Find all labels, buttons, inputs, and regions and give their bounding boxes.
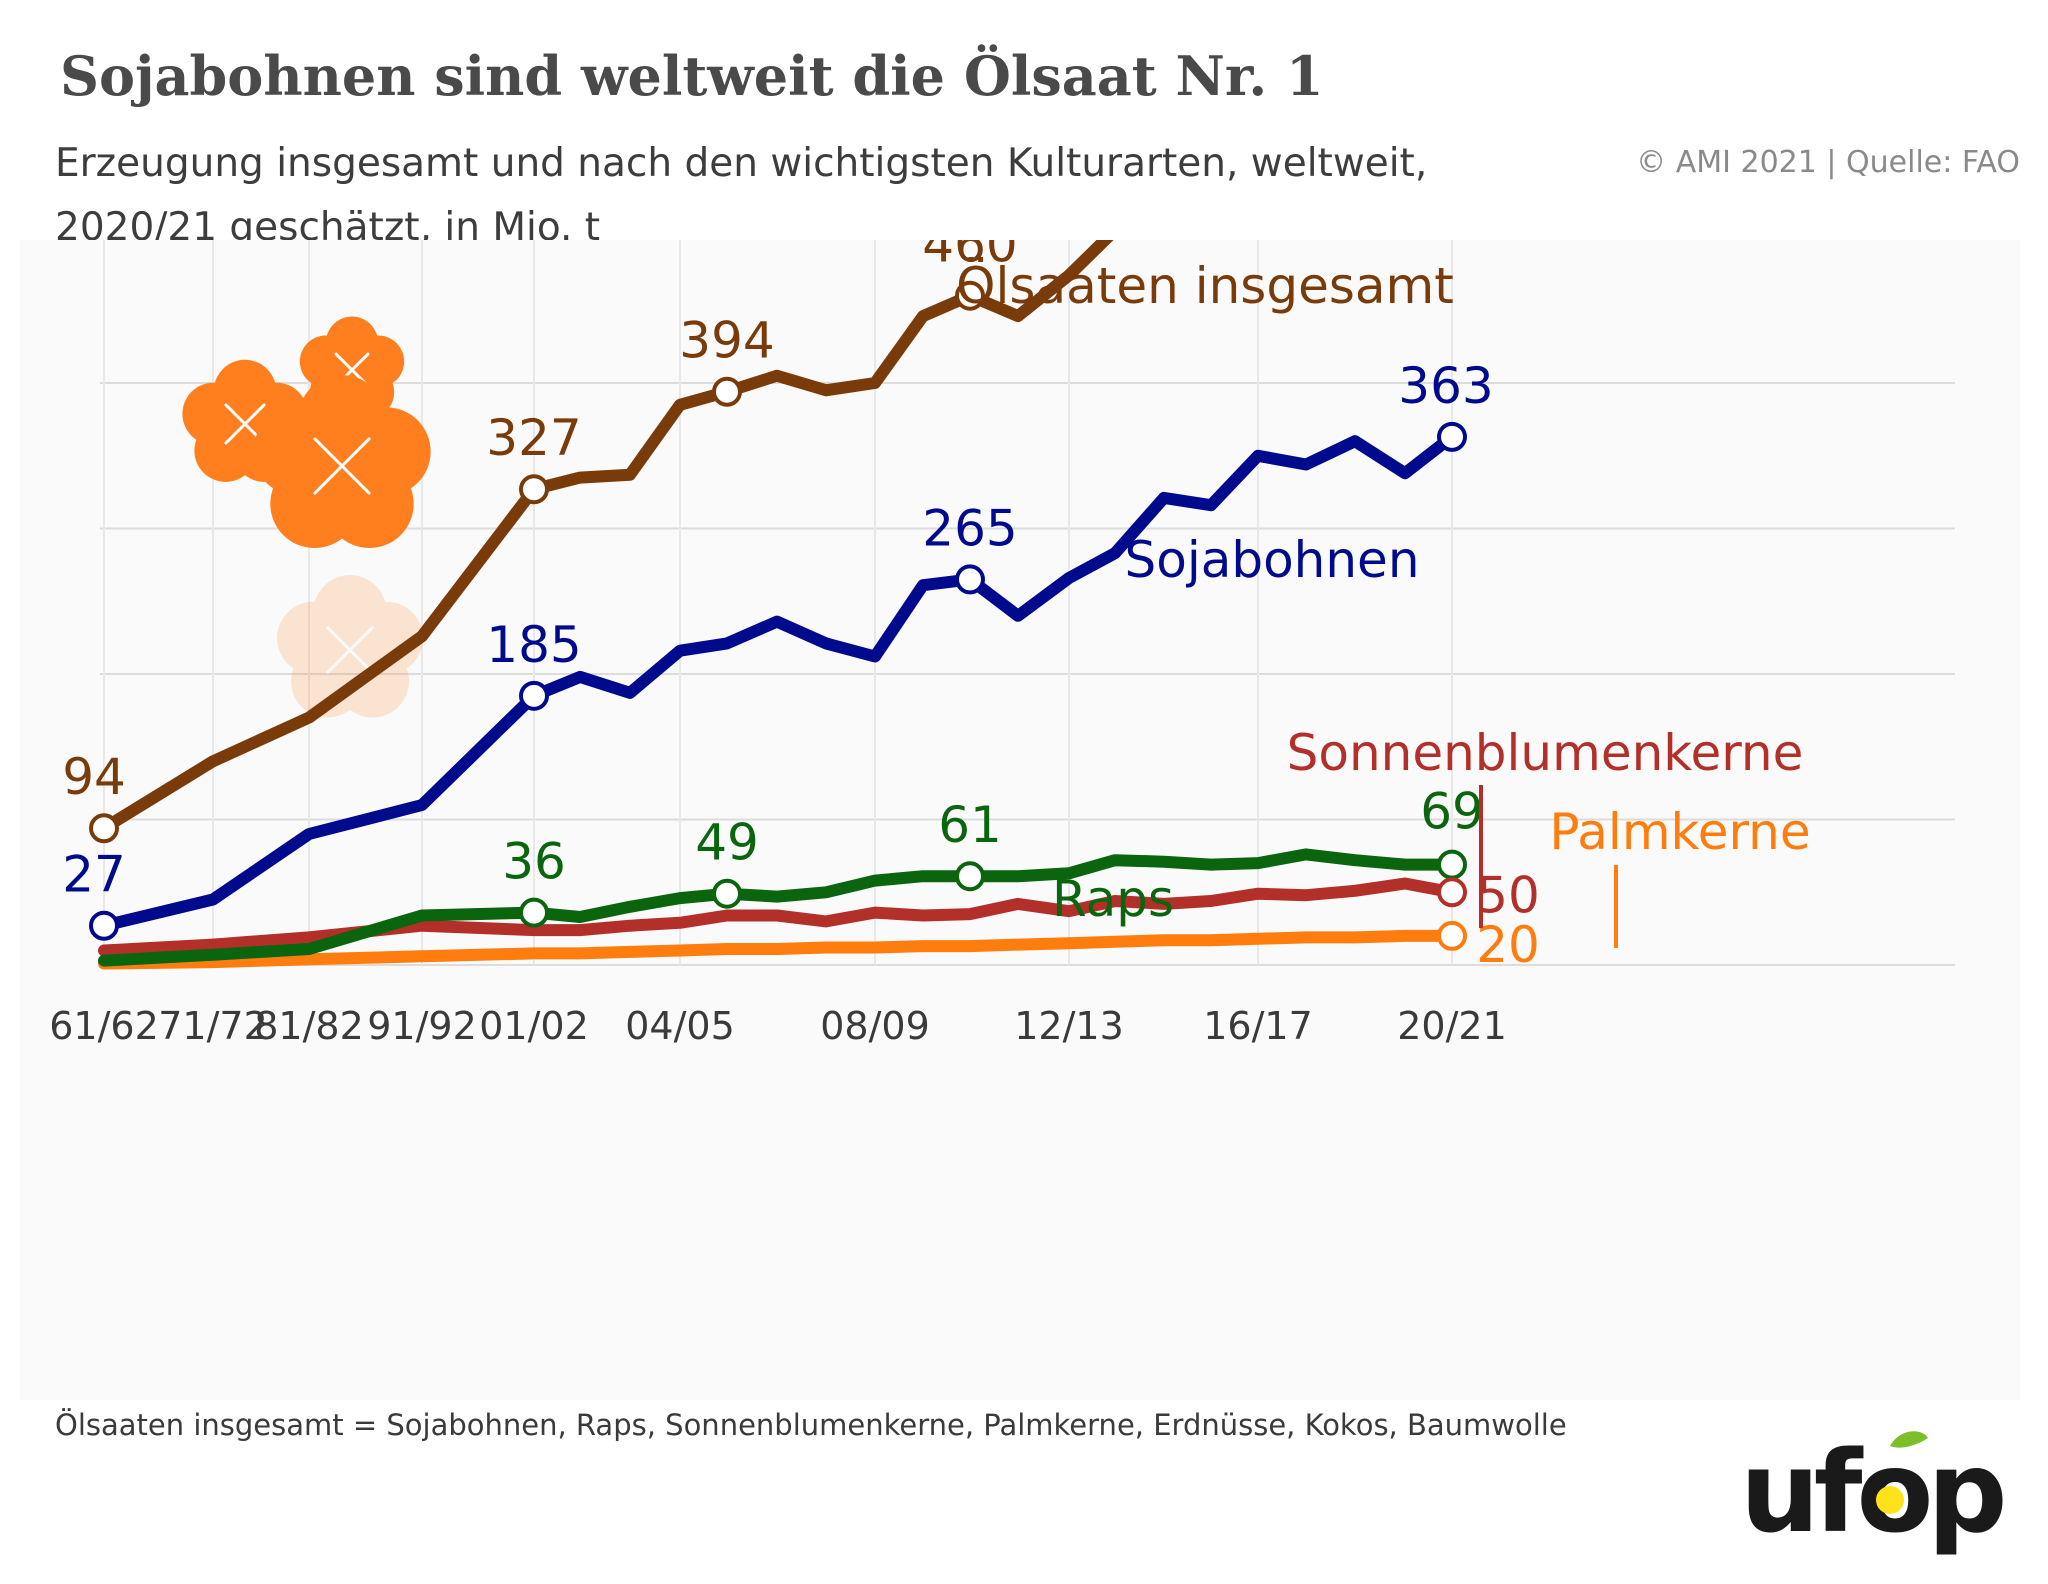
line-chart: 9432739446059727185265363364961695020Öls… bbox=[49, 240, 1955, 1048]
series-line-0 bbox=[98, 240, 1114, 835]
flower-petal bbox=[276, 601, 350, 675]
data-label: 36 bbox=[502, 833, 566, 891]
flower-main-icon bbox=[253, 375, 431, 549]
data-label: 94 bbox=[62, 748, 126, 806]
data-point-marker bbox=[1437, 849, 1467, 880]
data-label: 61 bbox=[938, 796, 1002, 854]
footnote: Ölsaaten insgesamt = Sojabohnen, Raps, S… bbox=[55, 1408, 1567, 1442]
data-label: 327 bbox=[486, 409, 581, 467]
chart-panel: 9432739446059727185265363364961695020Öls… bbox=[20, 240, 2020, 1400]
label-layer: 9432739446059727185265363364961695020Öls… bbox=[62, 240, 1810, 974]
flower-stamen bbox=[313, 437, 344, 468]
data-point-marker bbox=[955, 564, 985, 595]
flower-stamen bbox=[313, 464, 344, 495]
x-tick-label: 16/17 bbox=[1203, 1004, 1313, 1048]
x-tick-label: 91/92 bbox=[367, 1004, 477, 1048]
data-label: 27 bbox=[62, 846, 126, 904]
flower-stamen bbox=[348, 626, 374, 652]
x-tick-label: 08/09 bbox=[820, 1004, 930, 1048]
flower-stamen bbox=[350, 352, 370, 372]
data-label: 394 bbox=[679, 312, 774, 370]
marker-layer bbox=[89, 280, 1467, 951]
x-tick-label: 01/02 bbox=[479, 1004, 589, 1048]
data-point-marker bbox=[519, 680, 549, 711]
series-name-label: Sojabohnen bbox=[1124, 531, 1419, 589]
flower-petal bbox=[290, 644, 364, 718]
x-tick-label: 20/21 bbox=[1397, 1004, 1507, 1048]
x-tick-label: 71/72 bbox=[158, 1004, 268, 1048]
logo-leaf-icon bbox=[1890, 1431, 1928, 1448]
flower-petal bbox=[313, 575, 387, 648]
series-line-4 bbox=[98, 929, 1458, 970]
data-point-marker bbox=[1437, 421, 1467, 452]
x-tick-label: 81/82 bbox=[254, 1004, 364, 1048]
flower-stamen bbox=[326, 626, 352, 652]
data-point-marker bbox=[712, 376, 742, 407]
series-name-label: Palmkerne bbox=[1549, 803, 1810, 861]
ufop-logo: ufop bbox=[1740, 1428, 2009, 1556]
data-label: 460 bbox=[922, 240, 1017, 274]
x-tick-label: 04/05 bbox=[625, 1004, 735, 1048]
flower-stamen bbox=[326, 648, 352, 674]
data-label: 20 bbox=[1476, 916, 1540, 974]
data-point-marker bbox=[1437, 920, 1467, 951]
series-layer bbox=[98, 240, 1458, 970]
data-label: 185 bbox=[486, 616, 581, 674]
series-name-label: Sonnenblumenkerne bbox=[1287, 724, 1804, 782]
data-point-marker bbox=[519, 474, 549, 505]
data-point-marker bbox=[712, 878, 742, 909]
x-tick-label: 12/13 bbox=[1014, 1004, 1124, 1048]
data-point-marker bbox=[955, 280, 985, 311]
data-point-marker bbox=[955, 861, 985, 892]
source-note: © AMI 2021 | Quelle: FAO bbox=[1636, 145, 2020, 180]
data-label: 363 bbox=[1398, 357, 1493, 415]
data-label: 50 bbox=[1476, 866, 1540, 924]
data-label: 69 bbox=[1420, 783, 1484, 841]
data-label: 49 bbox=[695, 814, 759, 872]
flower-stamen bbox=[340, 437, 371, 468]
subtitle-line-1: Erzeugung insgesamt und nach den wichtig… bbox=[55, 141, 1428, 186]
flower-stamen bbox=[340, 464, 371, 495]
flower-stamen bbox=[224, 422, 247, 445]
flower-illustration bbox=[182, 316, 431, 718]
data-point-marker bbox=[89, 813, 119, 844]
data-point-marker bbox=[89, 910, 119, 941]
series-name-label: Ölsaaten insgesamt bbox=[956, 257, 1454, 315]
series-line-1 bbox=[98, 430, 1458, 932]
flower-petal bbox=[350, 601, 424, 675]
chart-title: Sojabohnen sind weltweit die Ölsaat Nr. … bbox=[60, 44, 1324, 108]
flower-stamen bbox=[334, 352, 354, 372]
logo-seed-icon bbox=[1876, 1486, 1904, 1514]
series-line-3 bbox=[98, 877, 1458, 957]
series-name-label: Raps bbox=[1052, 870, 1174, 928]
flower-stamen bbox=[243, 403, 266, 426]
x-tick-label: 61/62 bbox=[49, 1004, 159, 1048]
chart-subtitle: Erzeugung insgesamt und nach den wichtig… bbox=[55, 132, 1505, 260]
data-label: 265 bbox=[922, 499, 1017, 557]
logo-wordmark: ufop bbox=[1740, 1428, 2003, 1556]
data-point-marker bbox=[519, 897, 549, 928]
flower-stamen bbox=[224, 403, 247, 426]
series-line-2 bbox=[98, 848, 1458, 967]
data-point-marker bbox=[1437, 877, 1467, 908]
